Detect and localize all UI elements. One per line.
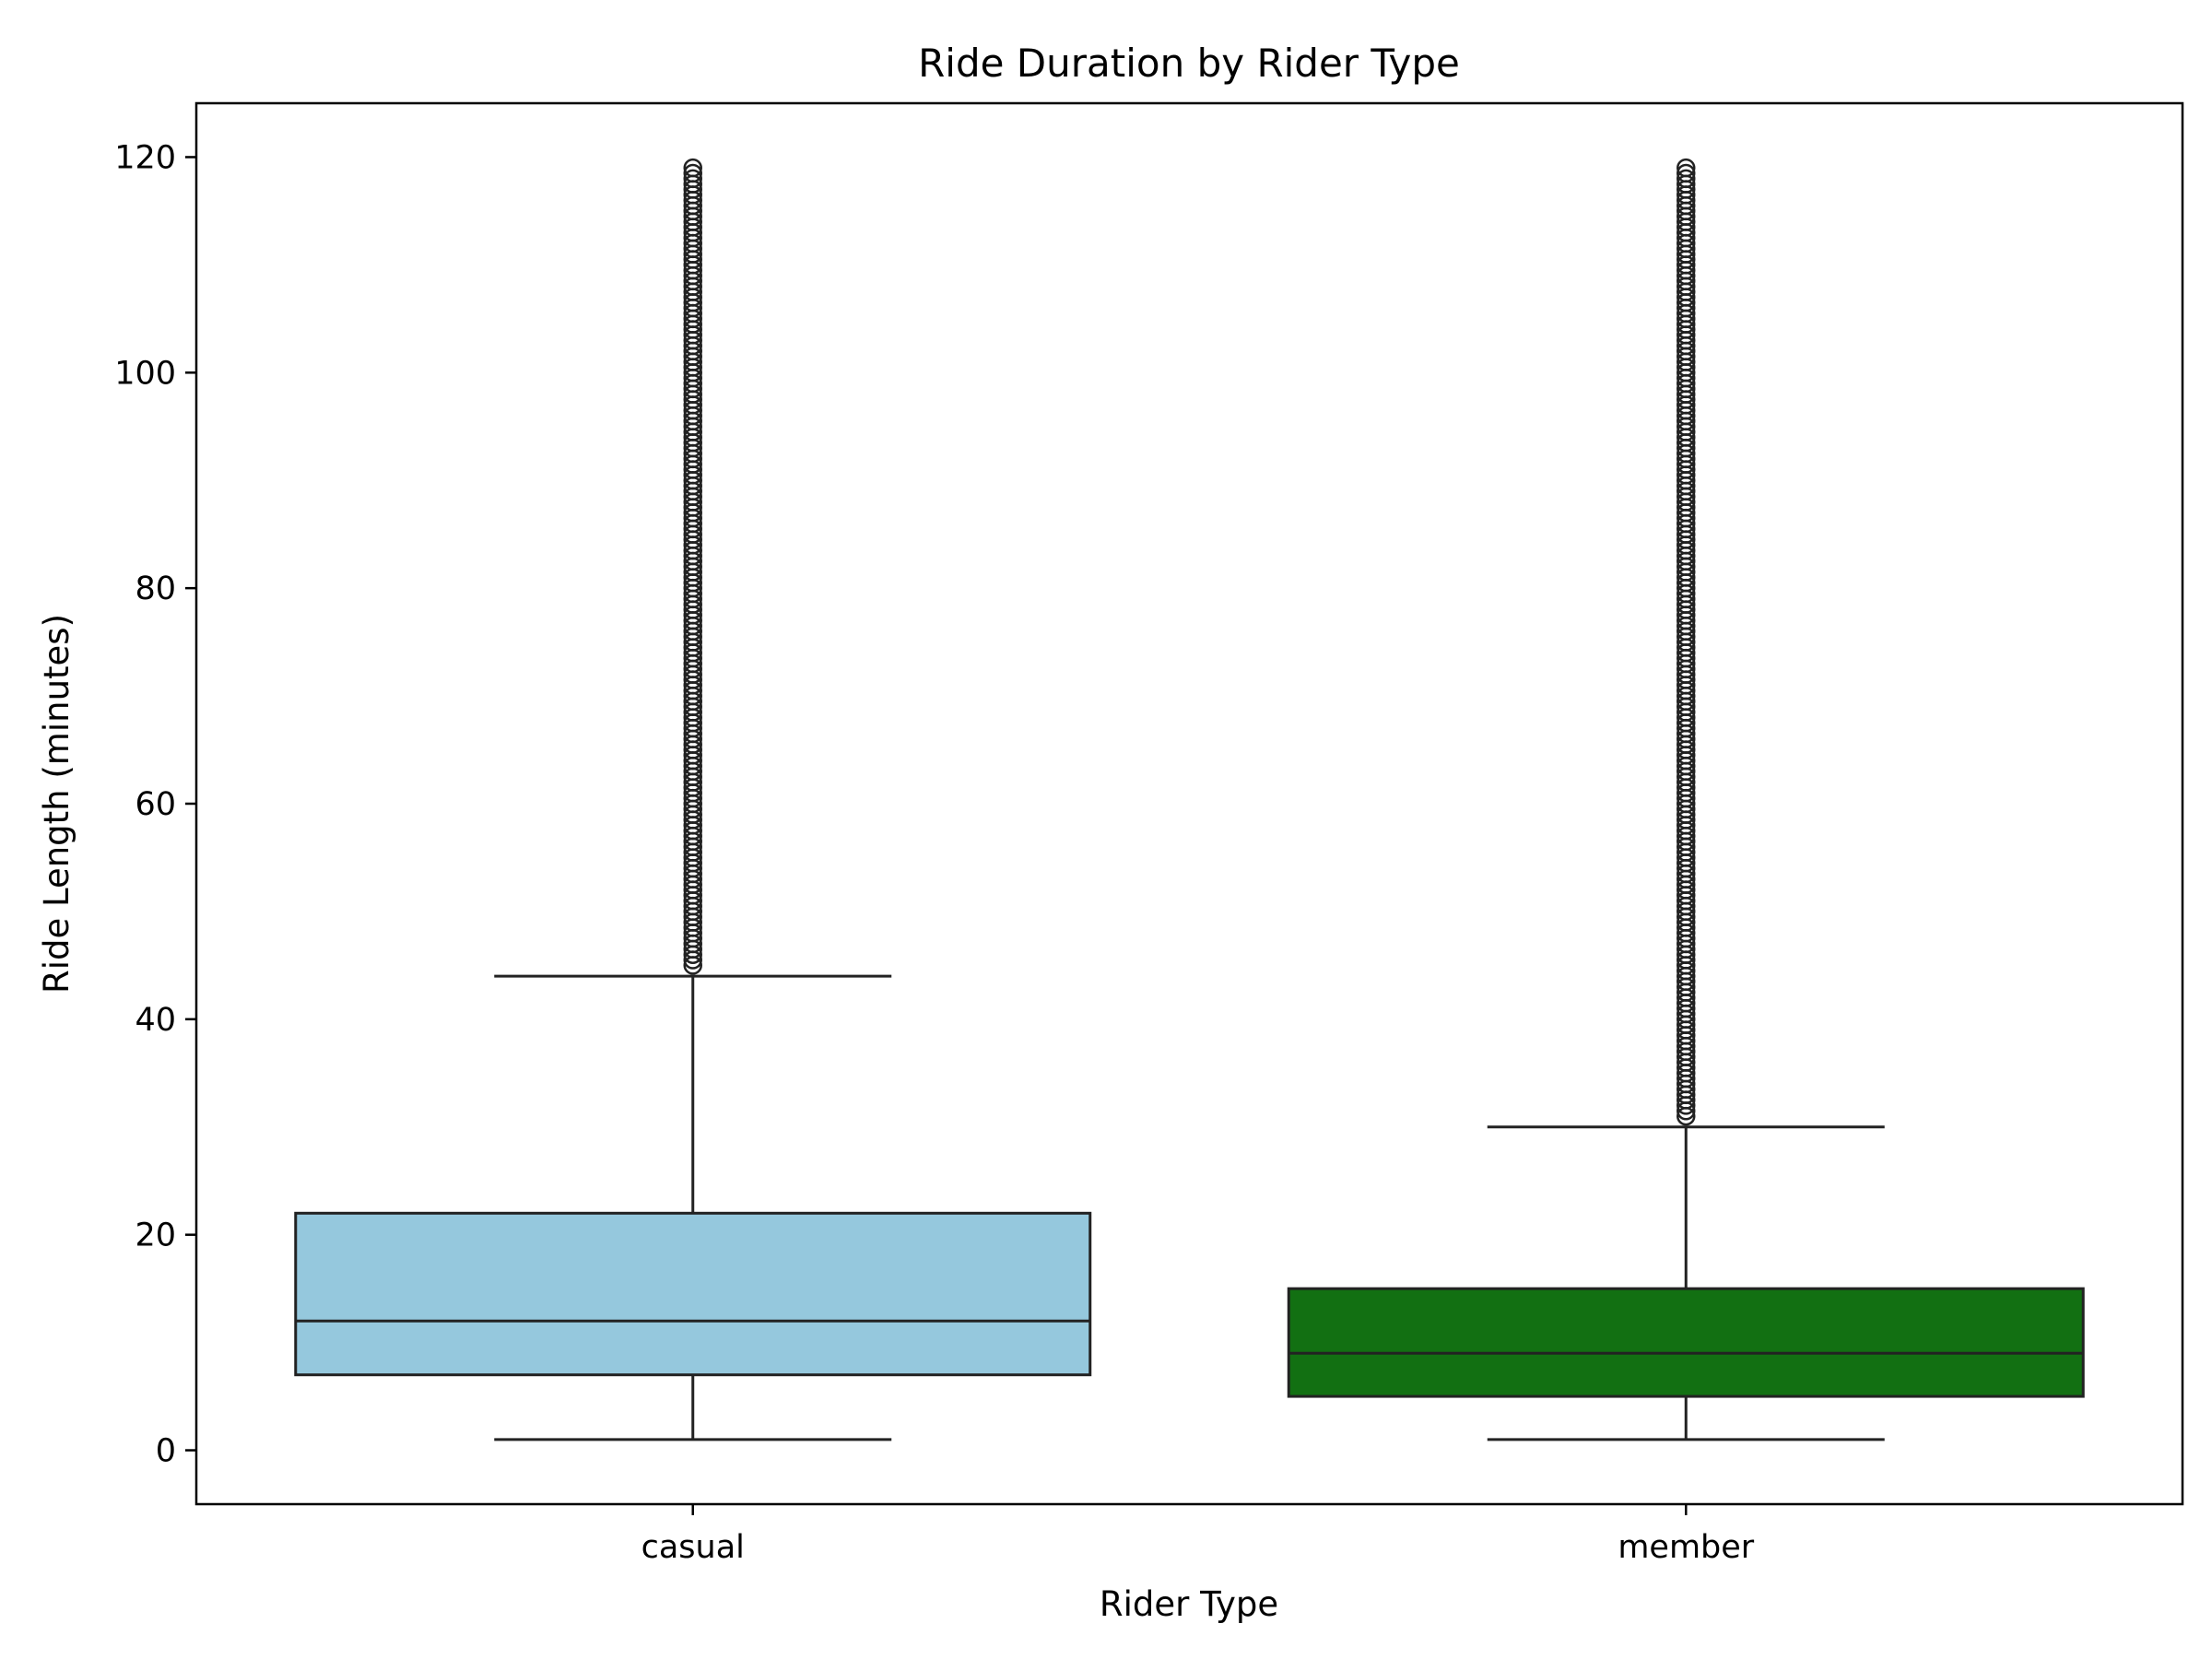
outlier-point [683, 169, 702, 189]
outliers [1677, 158, 1696, 1126]
box-member [1287, 158, 2085, 1441]
outlier-point [683, 163, 702, 183]
plot-area [294, 158, 2085, 1441]
y-tick-label: 60 [135, 786, 176, 823]
box-iqr [1287, 1287, 2085, 1398]
chart-title: Ride Duration by Rider Type [918, 41, 1460, 86]
y-tick-label: 100 [114, 355, 176, 392]
outliers [683, 158, 702, 975]
box-iqr [294, 1211, 1092, 1377]
y-tick-label: 120 [114, 139, 176, 176]
outlier-point [683, 158, 702, 178]
y-tick-label: 80 [135, 571, 176, 607]
outlier-point [1677, 169, 1696, 189]
box-casual [294, 158, 1092, 1441]
x-axis-label: Rider Type [1100, 1584, 1278, 1624]
y-axis: 0 20 40 60 80 100 120 [114, 139, 196, 1470]
x-tick-label: casual [641, 1529, 745, 1566]
y-tick-label: 20 [135, 1218, 176, 1254]
x-tick-label: member [1618, 1529, 1754, 1566]
y-tick-label: 0 [156, 1433, 176, 1470]
y-axis-label: Ride Length (minutes) [37, 614, 76, 994]
x-axis: casual member [641, 1504, 1755, 1566]
outlier-point [1677, 158, 1696, 178]
outlier-point [1677, 163, 1696, 183]
y-tick-label: 40 [135, 1002, 176, 1039]
